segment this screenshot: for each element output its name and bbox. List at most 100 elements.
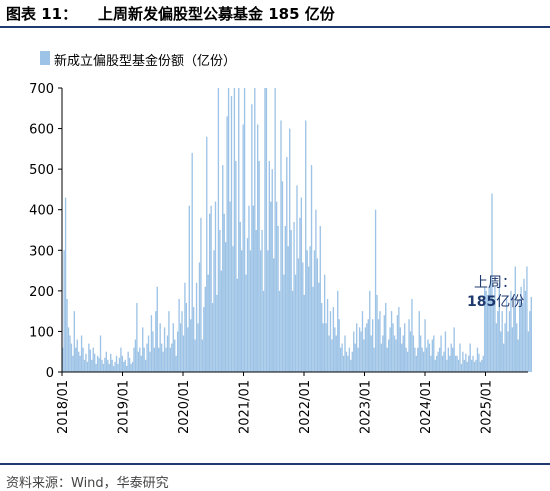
bar: [339, 347, 342, 372]
bar: [182, 335, 185, 372]
bar: [433, 335, 435, 372]
bar: [303, 294, 305, 372]
bar: [280, 120, 282, 373]
bar: [117, 363, 119, 372]
bar: [120, 347, 122, 372]
bar: [96, 355, 99, 372]
bar: [355, 323, 358, 372]
bar: [281, 181, 284, 372]
bar: [152, 331, 154, 372]
bar: [325, 323, 327, 372]
bar: [137, 351, 140, 372]
bar: [351, 351, 353, 372]
bar: [241, 250, 243, 372]
bar: [377, 319, 380, 372]
figure-title-bar: 图表 11： 上周新发偏股型公募基金 185 亿份: [0, 0, 550, 26]
bar: [252, 205, 254, 372]
bar: [489, 282, 492, 372]
bar: [456, 355, 458, 372]
bar: [101, 359, 103, 372]
bar: [353, 331, 355, 372]
bar: [476, 347, 479, 372]
bar: [481, 359, 483, 372]
bar: [357, 347, 359, 372]
bar: [405, 347, 407, 372]
bar: [331, 339, 333, 372]
source-note: 资料来源：Wind，华泰研究: [6, 476, 169, 491]
bar: [401, 343, 403, 372]
bar: [112, 365, 115, 372]
bar: [462, 351, 464, 372]
bar: [508, 311, 511, 372]
bar: [208, 213, 211, 372]
bar: [255, 230, 257, 372]
bar: [399, 327, 401, 372]
bar: [187, 327, 189, 372]
bar: [236, 278, 238, 372]
footer-divider: [0, 463, 550, 465]
bar: [436, 355, 438, 372]
bar: [337, 290, 339, 372]
bar: [478, 353, 480, 372]
x-tick-label: 2024/01: [419, 380, 434, 434]
bar: [123, 361, 125, 372]
bar: [335, 335, 337, 372]
bar: [299, 217, 301, 372]
y-tick-label: 200: [29, 285, 54, 300]
bar: [498, 282, 500, 372]
y-tick-label: 600: [29, 123, 54, 138]
bar: [421, 347, 423, 372]
bar: [418, 311, 420, 372]
bar: [424, 319, 426, 372]
x-tick-label: 2022/01: [298, 380, 313, 434]
bar: [373, 347, 375, 372]
bar: [78, 351, 80, 372]
bar: [342, 355, 345, 372]
bar: [364, 327, 367, 372]
bar: [428, 343, 431, 372]
bar: [91, 359, 93, 372]
bar: [203, 307, 205, 372]
bar: [75, 347, 77, 372]
bar: [245, 274, 247, 372]
bar: [459, 343, 461, 372]
bar: [383, 315, 385, 372]
bar: [369, 290, 371, 372]
bar: [529, 311, 531, 372]
bar: [267, 250, 269, 372]
bar: [140, 355, 142, 372]
bar: [115, 355, 118, 372]
bar: [239, 221, 241, 372]
bar: [463, 359, 466, 372]
bar: [444, 331, 447, 372]
bar: [227, 88, 230, 372]
bar: [82, 347, 84, 372]
bar: [226, 116, 228, 373]
bar: [232, 246, 234, 372]
bar: [500, 331, 502, 372]
bar: [92, 347, 94, 372]
bar: [264, 88, 266, 372]
bar: [504, 323, 506, 372]
bar: [222, 165, 224, 372]
bar: [195, 282, 198, 372]
legend-swatch: [40, 51, 50, 65]
bar: [131, 361, 134, 372]
bar: [168, 311, 170, 372]
bar: [434, 359, 436, 372]
bar-series: [62, 88, 532, 373]
annotation-value: 185: [467, 294, 496, 310]
bar: [194, 339, 196, 372]
bar: [488, 286, 490, 372]
bar: [238, 88, 240, 372]
bar: [530, 296, 532, 372]
bar: [130, 363, 132, 372]
bar: [465, 353, 467, 372]
bar: [230, 96, 233, 373]
bar: [76, 339, 78, 372]
bar: [242, 124, 244, 372]
bar: [307, 266, 310, 372]
bar: [524, 290, 527, 372]
bar: [156, 286, 158, 372]
bar: [83, 359, 86, 372]
